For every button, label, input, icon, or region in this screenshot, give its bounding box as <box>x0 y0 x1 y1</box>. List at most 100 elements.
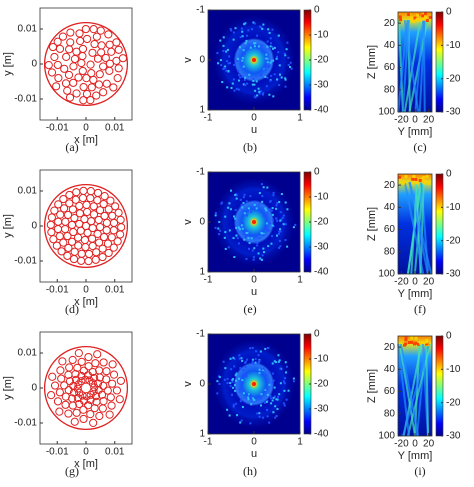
element <box>71 375 81 385</box>
speckle <box>257 361 260 364</box>
x-tick-label: 0 <box>83 447 89 458</box>
speckle <box>223 67 226 70</box>
speckle <box>269 397 272 400</box>
element <box>99 397 108 406</box>
speckle <box>237 88 240 91</box>
speckle <box>277 34 280 37</box>
speckle <box>272 191 275 194</box>
speckle <box>220 202 223 205</box>
streak <box>402 343 430 437</box>
speckle <box>226 408 229 411</box>
speckle <box>232 403 235 406</box>
speckle <box>242 374 245 377</box>
colorbar-tick-label: -30 <box>446 107 461 118</box>
speckle <box>244 360 247 363</box>
speckle <box>228 229 231 232</box>
speckle <box>271 235 274 238</box>
speckle <box>414 177 418 181</box>
element <box>97 41 106 50</box>
element <box>76 226 85 235</box>
speckle <box>246 47 249 50</box>
speckle <box>279 245 282 248</box>
element <box>112 38 121 47</box>
colorbar <box>435 335 444 437</box>
element <box>80 235 90 245</box>
speckle <box>249 422 252 425</box>
speckle <box>292 377 295 380</box>
colorbar-tick-label: -30 <box>314 242 329 253</box>
colorbar-tick-label: -10 <box>314 30 329 41</box>
speckle <box>276 55 279 58</box>
speckle <box>404 336 408 340</box>
element <box>89 373 99 383</box>
y-tick-label: 0 <box>199 217 205 228</box>
speckle <box>269 394 272 397</box>
speckle <box>218 376 221 379</box>
y-tick-label: 80 <box>384 408 396 419</box>
element <box>65 199 74 208</box>
colorbar-tick-label: 0 <box>314 167 320 178</box>
element <box>98 252 107 262</box>
x-tick-label: 0 <box>412 277 418 288</box>
peak <box>252 382 256 386</box>
x-tick-label: -20 <box>394 439 409 450</box>
element <box>105 59 115 68</box>
element <box>70 213 79 223</box>
y-tick-label: 100 <box>378 269 395 280</box>
speckle <box>282 380 285 383</box>
y-tick-label: 100 <box>378 431 395 442</box>
speckle <box>236 57 239 60</box>
speckle <box>258 236 261 239</box>
element <box>86 60 95 69</box>
speckle <box>279 211 282 214</box>
speckle <box>265 58 268 61</box>
speckle <box>264 401 267 404</box>
speckle <box>243 238 246 241</box>
speckle <box>266 186 269 189</box>
element <box>109 370 119 379</box>
speckle <box>235 402 238 405</box>
element <box>111 202 120 211</box>
speckle <box>225 50 228 53</box>
speckle <box>247 42 250 45</box>
element <box>55 44 65 53</box>
element <box>97 390 107 399</box>
element <box>88 367 97 377</box>
element <box>105 40 114 49</box>
speckle <box>404 338 408 342</box>
speckle <box>234 374 237 377</box>
element <box>78 193 88 203</box>
speckle <box>266 40 269 43</box>
speckle <box>423 12 427 16</box>
speckle <box>265 379 268 382</box>
element <box>77 377 86 386</box>
colorbar-tick-label: -30 <box>446 269 461 280</box>
element <box>61 79 71 88</box>
element <box>73 233 83 242</box>
streak <box>422 19 426 113</box>
speckle <box>223 236 226 239</box>
y-axis-label: y [m] <box>2 376 14 400</box>
peak <box>252 220 256 224</box>
speckle <box>259 350 262 353</box>
speckle <box>271 381 274 384</box>
speckle <box>217 62 220 65</box>
speckle <box>251 361 254 364</box>
speckle <box>270 42 273 45</box>
speckle <box>258 203 261 206</box>
element <box>93 350 102 359</box>
speckle <box>278 239 281 242</box>
speckle <box>277 360 280 363</box>
speckle <box>244 22 247 25</box>
speckle <box>283 404 286 407</box>
speckle <box>232 386 235 389</box>
element <box>49 235 58 244</box>
speckle <box>262 416 265 419</box>
speckle <box>241 75 244 78</box>
element <box>52 241 61 250</box>
speckle <box>422 17 426 21</box>
speckle <box>272 95 275 98</box>
colorbar-tick-label: 0 <box>314 329 320 340</box>
